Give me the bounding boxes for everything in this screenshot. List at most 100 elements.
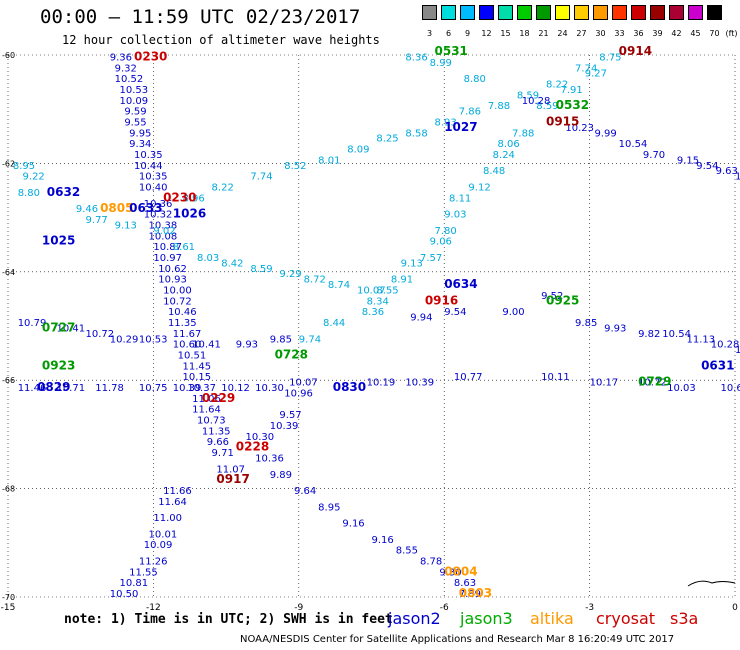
swh-value: 8.36: [405, 52, 427, 63]
swh-value: 7.88: [488, 101, 510, 112]
x-tick-label: -3: [585, 603, 594, 613]
swh-value: 11.46: [18, 383, 47, 394]
swh-value: 8.42: [221, 258, 243, 269]
track-time-label: 0228: [236, 440, 269, 454]
scale-swatch: [593, 5, 608, 20]
swh-value: 11.55: [129, 567, 158, 578]
scale-label: 3: [426, 29, 433, 38]
swh-value: 10.35: [139, 172, 168, 183]
swh-value: 10.79: [18, 318, 47, 329]
scale-swatch: [536, 5, 551, 20]
scale-label: 24: [557, 29, 568, 38]
swh-value: 10.65: [720, 383, 740, 394]
swh-value: 9.13: [401, 258, 423, 269]
swh-value: 8.93: [435, 117, 457, 128]
x-tick-label: 0: [732, 603, 738, 613]
swh-value: 9.64: [294, 486, 316, 497]
swh-value: 10.54: [662, 329, 691, 340]
swh-value: 7.91: [561, 85, 583, 96]
legend-altika: altika: [530, 609, 574, 628]
swh-value: 9.22: [23, 172, 45, 183]
swh-value: 10.25: [735, 345, 740, 356]
swh-value: 8.80: [464, 74, 486, 85]
swh-value: 9.94: [410, 313, 432, 324]
scale-swatch: [479, 5, 494, 20]
legend-cryosat: cryosat: [596, 609, 656, 628]
swh-value: 9.63: [716, 166, 738, 177]
footer-note: note: 1) Time is in UTC; 2) SWH is in fe…: [64, 612, 393, 627]
scale-label: 21: [538, 29, 549, 38]
track-time-label: 0531: [435, 44, 468, 58]
swh-value: 10.36: [255, 454, 284, 465]
swh-value: 10.23: [565, 123, 594, 134]
swh-value: 8.25: [376, 134, 398, 145]
credit-line: NOAA/NESDIS Center for Satellite Applica…: [240, 634, 675, 645]
swh-value: 11.64: [192, 405, 221, 416]
swh-value: 10.53: [139, 334, 168, 345]
swh-value: 10.75: [139, 383, 168, 394]
swh-value: 10.12: [221, 383, 250, 394]
swh-value: 10.07: [357, 285, 386, 296]
swh-value: 10.30: [245, 432, 274, 443]
swh-value: 9.57: [279, 410, 301, 421]
y-tick-label: -66: [2, 376, 15, 385]
swh-value: 9.34: [129, 139, 151, 150]
swh-value: 7.74: [575, 63, 597, 74]
swh-value: 10.73: [197, 416, 226, 427]
swh-value: 10.19: [367, 378, 396, 389]
chart-subtitle: 12 hour collection of altimeter wave hei…: [62, 33, 380, 47]
swh-value: 9.06: [430, 237, 452, 248]
swh-value: 8.52: [284, 161, 306, 172]
swh-value: 11.35: [202, 426, 231, 437]
swh-value: 10.97: [153, 253, 182, 264]
scale-label: 42: [671, 29, 682, 38]
x-tick-label: -15: [1, 603, 16, 613]
swh-value: 9.99: [594, 128, 616, 139]
swh-value: 9.30: [439, 567, 461, 578]
swh-value: 10.51: [178, 351, 207, 362]
swh-value: 8.78: [420, 556, 442, 567]
swh-value: 10.38: [149, 220, 178, 231]
track-time-label: 0230: [134, 49, 167, 63]
swh-value: 10.29: [735, 172, 740, 183]
swh-value: 10.53: [119, 85, 148, 96]
scale-swatch: [688, 5, 703, 20]
swh-value: 8.80: [18, 188, 40, 199]
swh-value: 10.54: [619, 139, 648, 150]
swh-value: 9.54: [444, 307, 466, 318]
track-time-label: 0925: [546, 293, 579, 307]
track-time-label: 0634: [444, 277, 477, 291]
swh-value: 10.00: [163, 285, 192, 296]
wave-height-values: 9.369.3210.5210.5310.099.599.559.959.341…: [13, 52, 740, 600]
swh-value: 9.52: [541, 291, 563, 302]
swh-value: 8.55: [376, 285, 398, 296]
swh-value: 8.59: [250, 264, 272, 275]
swh-value: 10.29: [110, 334, 139, 345]
track-time-label: 1027: [444, 120, 477, 134]
swh-value: 8.58: [405, 128, 427, 139]
swh-value: 9.32: [115, 63, 137, 74]
swh-value: 10.71: [56, 383, 85, 394]
swh-value: 8.55: [396, 546, 418, 557]
axis-tick-labels: -15 -12 -9 -6 -3 0 -60 -62 -64 -66 -68 -70: [1, 51, 738, 613]
scale-label: 36: [633, 29, 644, 38]
swh-value: 10.39: [405, 378, 434, 389]
swh-value: 9.93: [604, 323, 626, 334]
track-time-label: 1025: [42, 234, 75, 248]
swh-value: 9.46: [76, 204, 98, 215]
x-tick-label: -12: [146, 603, 161, 613]
chart-title: 00:00 – 11:59 UTC 02/23/2017: [40, 6, 361, 28]
swh-value: 10.08: [149, 231, 178, 242]
swh-value: 10.50: [110, 589, 139, 600]
scale-swatch: [574, 5, 589, 20]
swh-value: 11.13: [687, 334, 716, 345]
swh-value: 9.29: [279, 269, 301, 280]
scale-swatch: [498, 5, 513, 20]
swh-value: 8.22: [546, 80, 568, 91]
swh-value: 8.09: [347, 145, 369, 156]
scale-unit: (ft): [725, 29, 738, 38]
scale-label: 15: [500, 29, 511, 38]
scale-label: 9: [464, 29, 471, 38]
scale-swatch: [631, 5, 646, 20]
